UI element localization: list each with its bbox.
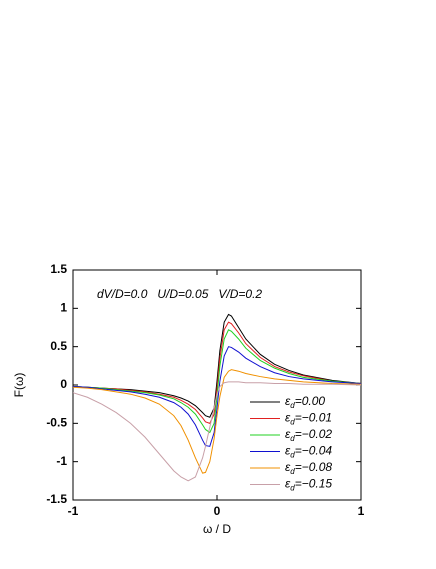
legend-label: εd=−0.04 xyxy=(285,444,332,460)
y-tick-label: 1.5 xyxy=(50,262,67,276)
y-axis-label: F(ω) xyxy=(12,373,26,398)
x-axis-label: ω / D xyxy=(203,522,231,536)
annotation: dV/D=0.0 U/D=0.05 V/D=0.2 xyxy=(97,287,262,301)
y-tick-label: 0.5 xyxy=(50,339,67,353)
x-tick-label: -1 xyxy=(68,504,79,518)
legend-label: εd=−0.02 xyxy=(285,427,332,443)
line-series xyxy=(72,313,362,418)
line-series xyxy=(72,369,362,474)
y-tick-label: -1 xyxy=(56,454,67,468)
legend-label: εd=0.00 xyxy=(285,394,325,410)
x-tick-label: 1 xyxy=(358,504,365,518)
line-series xyxy=(72,381,362,482)
legend-label: εd=−0.08 xyxy=(285,460,332,476)
legend-label: εd=−0.01 xyxy=(285,411,332,427)
y-tick-label: -1.5 xyxy=(46,492,67,506)
y-tick-label: 1 xyxy=(60,301,67,315)
y-tick-label: 0 xyxy=(60,377,67,391)
line-series xyxy=(72,329,362,434)
x-tick-label: 0 xyxy=(214,504,221,518)
line-series xyxy=(72,346,362,447)
legend-label: εd=−0.15 xyxy=(285,477,332,493)
y-tick-label: -0.5 xyxy=(46,416,67,430)
